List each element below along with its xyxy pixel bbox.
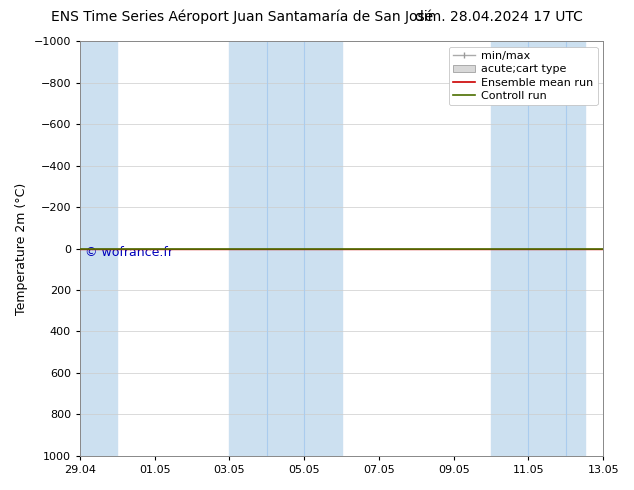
Legend: min/max, acute;cart type, Ensemble mean run, Controll run: min/max, acute;cart type, Ensemble mean …: [449, 47, 598, 105]
Text: ENS Time Series Aéroport Juan Santamaría de San José: ENS Time Series Aéroport Juan Santamaría…: [51, 10, 433, 24]
Bar: [230, 41, 342, 456]
Bar: [491, 41, 585, 456]
Bar: [80, 41, 117, 456]
Text: dim. 28.04.2024 17 UTC: dim. 28.04.2024 17 UTC: [415, 10, 583, 24]
Text: © wofrance.fr: © wofrance.fr: [85, 246, 173, 259]
Y-axis label: Temperature 2m (°C): Temperature 2m (°C): [15, 182, 28, 315]
